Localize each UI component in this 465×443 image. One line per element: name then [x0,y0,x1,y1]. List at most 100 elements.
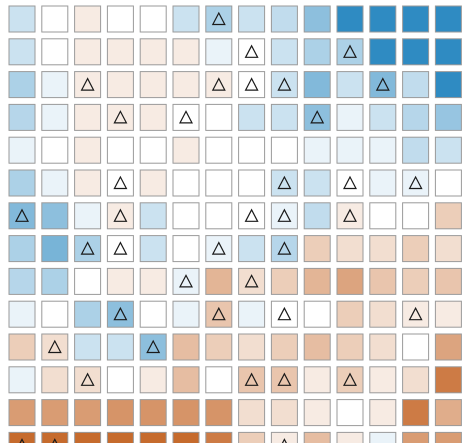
heatmap-cell-r8-c11 [369,267,397,295]
heatmap-cell-r4-c5 [172,136,200,164]
heatmap-cell-r2-c12 [402,71,430,99]
heatmap-cell-r3-c13 [434,103,462,131]
heatmap-cell-r10-c11 [369,333,397,361]
heatmap-cell-r5-c1 [41,169,69,197]
heatmap-cell-r9-c9 [303,300,331,328]
triangle-marker-icon-r5-c10 [343,175,357,190]
heatmap-cell-r9-c1 [41,300,69,328]
triangle-marker-icon-r10-c1 [47,339,62,354]
heatmap-cell-r3-c8 [270,103,298,131]
triangle-marker-icon-r2-c11 [375,77,390,91]
heatmap-cell-r10-c9 [303,333,331,361]
heatmap-cell-r13-c10 [336,431,364,443]
heatmap-cell-r3-c5 [172,103,200,131]
heatmap-cell-r6-c1 [41,202,69,230]
heatmap-cell-r12-c4 [139,399,167,427]
heatmap-cell-r5-c3 [106,169,134,197]
heatmap-cell-r4-c2 [74,136,102,164]
heatmap-cell-r4-c13 [434,136,462,164]
heatmap-cell-r10-c0 [8,333,36,361]
heatmap-cell-r1-c11 [369,38,397,66]
heatmap-cell-r2-c13 [434,71,462,99]
heatmap-cell-r1-c5 [172,38,200,66]
triangle-marker-icon-r3-c5 [179,110,193,124]
heatmap-cell-r12-c6 [205,399,233,427]
heatmap-cell-r0-c0 [8,5,36,33]
heatmap-cell-r2-c9 [303,71,331,99]
heatmap-cell-r1-c2 [74,38,102,66]
heatmap-cell-r0-c9 [303,5,331,33]
heatmap-cell-r0-c5 [172,5,200,33]
heatmap-cell-r6-c7 [238,202,266,230]
heatmap-cell-r8-c7 [238,267,266,295]
heatmap-cell-r11-c7 [238,366,266,394]
heatmap-cell-r12-c3 [106,399,134,427]
heatmap-cell-r13-c5 [172,431,200,443]
heatmap-cell-r2-c1 [41,71,69,99]
heatmap-cell-r12-c2 [74,399,102,427]
heatmap-cell-r0-c2 [74,5,102,33]
heatmap-cell-r2-c0 [8,71,36,99]
heatmap-cell-r10-c1 [41,333,69,361]
heatmap-cell-r2-c6 [205,71,233,99]
heatmap-cell-r7-c3 [106,235,134,263]
heatmap-cell-r5-c2 [74,169,102,197]
heatmap-cell-r11-c0 [8,366,36,394]
heatmap-cell-r11-c4 [139,366,167,394]
heatmap-cell-r2-c10 [336,71,364,99]
heatmap-cell-r8-c9 [303,267,331,295]
triangle-marker-icon-r2-c8 [277,77,292,91]
heatmap-cell-r3-c0 [8,103,36,131]
triangle-marker-icon-r2-c6 [211,77,226,91]
heatmap-cell-r9-c4 [139,300,167,328]
heatmap-cell-r1-c6 [205,38,233,66]
heatmap-cell-r8-c10 [336,267,364,295]
triangle-marker-icon-r2-c2 [80,77,95,91]
heatmap-cell-r11-c13 [434,366,462,394]
triangle-marker-icon-r7-c8 [277,241,292,255]
heatmap-cell-r12-c8 [270,399,298,427]
heatmap-cell-r12-c11 [369,399,397,427]
heatmap-cell-r8-c2 [74,267,102,295]
triangle-marker-icon-r3-c9 [310,110,325,124]
heatmap-cell-r4-c8 [270,136,298,164]
heatmap-cell-r8-c5 [172,267,200,295]
triangle-marker-icon-r0-c6 [211,11,226,26]
heatmap-cell-r11-c12 [402,366,430,394]
triangle-marker-icon-r1-c10 [343,44,357,58]
heatmap-cell-r3-c3 [106,103,134,131]
heatmap-cell-r5-c5 [172,169,200,197]
heatmap-cell-r11-c2 [74,366,102,394]
heatmap-cell-r5-c12 [402,169,430,197]
heatmap-cell-r7-c7 [238,235,266,263]
heatmap-cell-r7-c0 [8,235,36,263]
heatmap-cell-r7-c12 [402,235,430,263]
triangle-marker-icon-r9-c3 [113,306,128,321]
heatmap-cell-r6-c5 [172,202,200,230]
heatmap-cell-r4-c12 [402,136,430,164]
heatmap-cell-r7-c2 [74,235,102,263]
heatmap-cell-r0-c6 [205,5,233,33]
triangle-marker-icon-r7-c2 [80,241,95,255]
heatmap-cell-r10-c4 [139,333,167,361]
heatmap-cell-r4-c1 [41,136,69,164]
heatmap-cell-r3-c12 [402,103,430,131]
significance-markers [15,11,423,443]
heatmap-cell-r8-c4 [139,267,167,295]
heatmap-cell-r5-c6 [205,169,233,197]
heatmap-cell-r1-c8 [270,38,298,66]
heatmap-cell-r2-c4 [139,71,167,99]
heatmap-cell-r5-c10 [336,169,364,197]
triangle-marker-icon-r6-c10 [343,208,357,222]
heatmap-cell-r7-c1 [41,235,69,263]
heatmap-cell-r4-c7 [238,136,266,164]
heatmap-cell-r2-c5 [172,71,200,99]
heatmap-cell-r13-c11 [369,431,397,443]
heatmap-cell-r9-c11 [369,300,397,328]
heatmap-cell-r2-c3 [106,71,134,99]
triangle-marker-icon-r8-c7 [244,274,259,288]
heatmap-cell-r7-c13 [434,235,462,263]
heatmap-cell-r3-c7 [238,103,266,131]
heatmap-cell-r12-c13 [434,399,462,427]
heatmap-cell-r1-c4 [139,38,167,66]
